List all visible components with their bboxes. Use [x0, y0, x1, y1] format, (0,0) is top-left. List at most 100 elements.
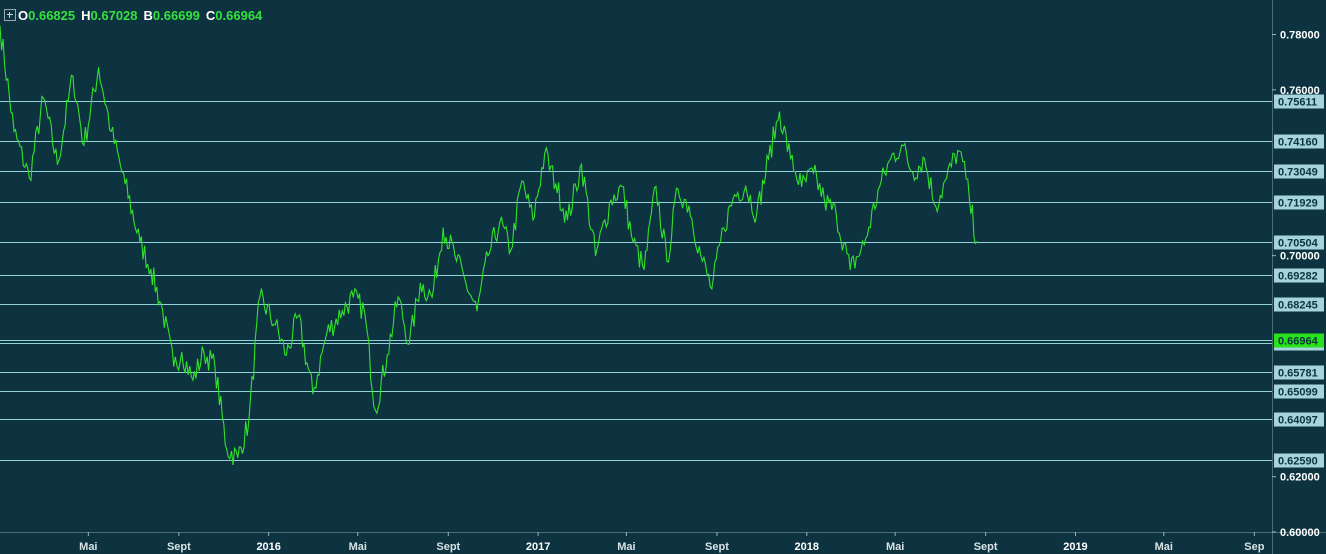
price-point	[801, 185, 803, 188]
close-value: 0.66964	[215, 8, 263, 23]
y-tick-label: 0.62000	[1280, 472, 1320, 484]
price-point	[214, 365, 216, 367]
open-label: O	[18, 8, 29, 23]
price-point	[555, 183, 557, 185]
price-point	[442, 227, 444, 229]
close-label: C	[205, 8, 216, 23]
price-point	[274, 324, 276, 326]
price-point	[150, 268, 152, 271]
price-point	[890, 158, 892, 160]
price-point	[499, 221, 501, 224]
price-point	[823, 199, 826, 201]
x-tick-label: Sept	[167, 541, 191, 553]
ohlc-readout: O0.66825 H0.67028 B0.66699 C0.66964	[4, 8, 262, 23]
x-tick-label: Sept	[705, 541, 729, 553]
price-point	[110, 130, 112, 132]
level-label: 0.73049	[1278, 167, 1318, 179]
high-value: 0.67028	[90, 8, 138, 23]
price-point	[677, 188, 679, 190]
price-point	[566, 219, 569, 221]
x-tick-label: Mai	[1155, 541, 1173, 553]
level-label-box	[1274, 268, 1324, 283]
price-point	[923, 158, 926, 160]
price-point	[341, 310, 343, 312]
price-point	[879, 185, 881, 188]
bid-label: B	[143, 8, 153, 23]
price-point	[397, 296, 399, 298]
price-point	[688, 205, 690, 207]
price-point	[476, 310, 478, 312]
price-point	[248, 420, 250, 423]
level-label: 0.65781	[1278, 368, 1318, 380]
price-point	[632, 241, 634, 243]
price-point	[835, 213, 837, 215]
x-tick-label: 2017	[526, 541, 550, 553]
level-label: 0.69282	[1278, 271, 1318, 283]
price-point	[745, 185, 747, 188]
price-point	[968, 199, 971, 201]
level-label: 0.68245	[1278, 300, 1318, 312]
price-point	[13, 130, 15, 132]
x-tick-label: Sept	[974, 541, 998, 553]
price-line	[0, 26, 978, 466]
level-label: 0.62590	[1278, 456, 1318, 468]
price-point	[454, 255, 456, 257]
level-label-box	[1274, 384, 1324, 399]
y-tick-label: 0.60000	[1280, 527, 1320, 539]
bid-value: 0.66699	[152, 8, 200, 23]
expand-icon[interactable]	[4, 9, 16, 21]
level-label-box	[1274, 164, 1324, 179]
price-point	[912, 172, 914, 174]
y-tick-label: 0.78000	[1280, 30, 1320, 42]
price-point	[419, 282, 421, 284]
x-tick-label: Mai	[886, 541, 904, 553]
price-point	[849, 268, 851, 271]
price-point	[374, 409, 377, 411]
price-point	[666, 260, 668, 262]
level-label-box	[1274, 365, 1324, 380]
price-point	[863, 243, 865, 246]
x-tick-label: 2018	[795, 541, 819, 553]
level-label-box	[1274, 235, 1324, 250]
price-point	[139, 241, 141, 243]
level-label-box	[1274, 453, 1324, 468]
price-point	[173, 365, 175, 367]
price-point	[700, 255, 702, 257]
price-point	[901, 144, 903, 146]
price-point	[610, 199, 612, 201]
x-tick-label: Sept	[436, 541, 460, 553]
price-point	[487, 255, 489, 257]
level-label: 0.75611	[1278, 97, 1317, 109]
open-value: 0.66825	[28, 8, 76, 23]
price-point	[237, 456, 239, 458]
y-tick-label: 0.70000	[1280, 251, 1320, 263]
price-point	[124, 183, 126, 185]
price-point	[72, 75, 74, 77]
price-point	[56, 163, 59, 166]
price-point	[778, 111, 781, 113]
price-point	[98, 67, 100, 69]
price-point	[957, 150, 959, 152]
price-point	[42, 97, 45, 99]
price-point	[812, 172, 815, 174]
price-point	[521, 180, 523, 182]
price-point	[192, 379, 194, 381]
price-point	[83, 144, 85, 146]
price-point	[285, 354, 287, 356]
price-point	[711, 288, 713, 290]
x-tick-label: Mai	[617, 541, 635, 553]
level-label: 0.64097	[1278, 415, 1318, 427]
x-tick-label: Sep	[1244, 541, 1264, 553]
price-point	[655, 185, 657, 188]
level-label-box	[1274, 94, 1324, 109]
y-tick-label: 0.76000	[1280, 85, 1320, 97]
price-point	[203, 351, 205, 353]
x-tick-label: Mai	[79, 541, 97, 553]
price-point	[946, 177, 948, 179]
price-point	[734, 194, 736, 196]
price-point	[510, 249, 512, 251]
price-point	[259, 296, 261, 298]
price-point	[162, 310, 164, 312]
price-point	[643, 268, 645, 271]
